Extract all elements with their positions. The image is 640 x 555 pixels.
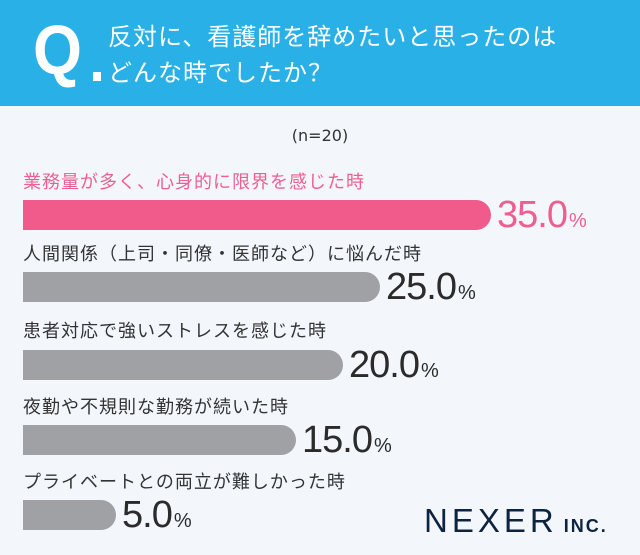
question-text-line1: 反対に、看護師を辞めたいと思ったのは bbox=[108, 23, 558, 51]
bar-label: 人間関係（上司・同僚・医師など）に悩んだ時 bbox=[23, 244, 422, 265]
bar-label: 夜勤や不規則な勤務が続いた時 bbox=[23, 397, 289, 418]
nexer-logo: NEXER INC. bbox=[424, 502, 608, 539]
bar bbox=[23, 500, 116, 530]
bar bbox=[23, 425, 296, 455]
question-text-line2: どんな時でしたか？ bbox=[108, 59, 333, 87]
q-dot bbox=[93, 72, 101, 81]
bar bbox=[23, 350, 343, 380]
bar-value: 5.0% bbox=[122, 494, 192, 536]
bar-value: 20.0% bbox=[349, 344, 439, 386]
bar-value: 25.0% bbox=[386, 266, 476, 308]
sample-size: (n=20) bbox=[291, 126, 349, 145]
q-mark: Q bbox=[33, 11, 83, 89]
question-header: Q 反対に、看護師を辞めたいと思ったのは どんな時でしたか？ bbox=[0, 0, 640, 106]
bar-label: 患者対応で強いストレスを感じた時 bbox=[23, 321, 327, 342]
bar-value: 15.0% bbox=[302, 419, 392, 461]
bar-label: プライベートとの両立が難しかった時 bbox=[23, 472, 346, 493]
bar bbox=[23, 272, 380, 302]
bar-value: 35.0% bbox=[497, 194, 587, 236]
bar-label: 業務量が多く、心身的に限界を感じた時 bbox=[23, 172, 365, 193]
bar bbox=[23, 200, 491, 230]
